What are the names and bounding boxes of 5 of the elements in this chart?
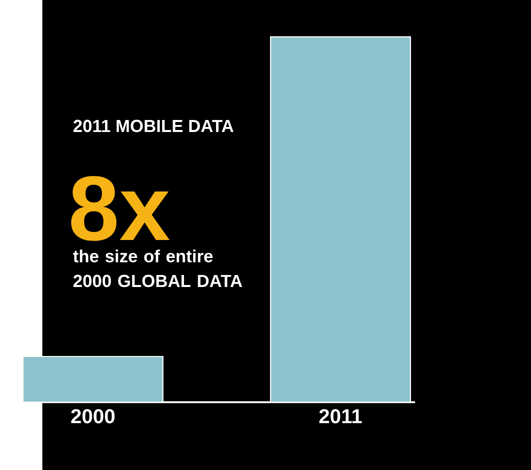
x-tick-label: 2000: [71, 408, 115, 424]
annotation: the size of entire 2000 GLOBAL DATA: [73, 249, 242, 287]
annotation: 2011 MOBILE DATA: [73, 120, 234, 132]
annotation: 8x: [71, 176, 170, 241]
x-tick-label: 2011: [319, 408, 362, 424]
